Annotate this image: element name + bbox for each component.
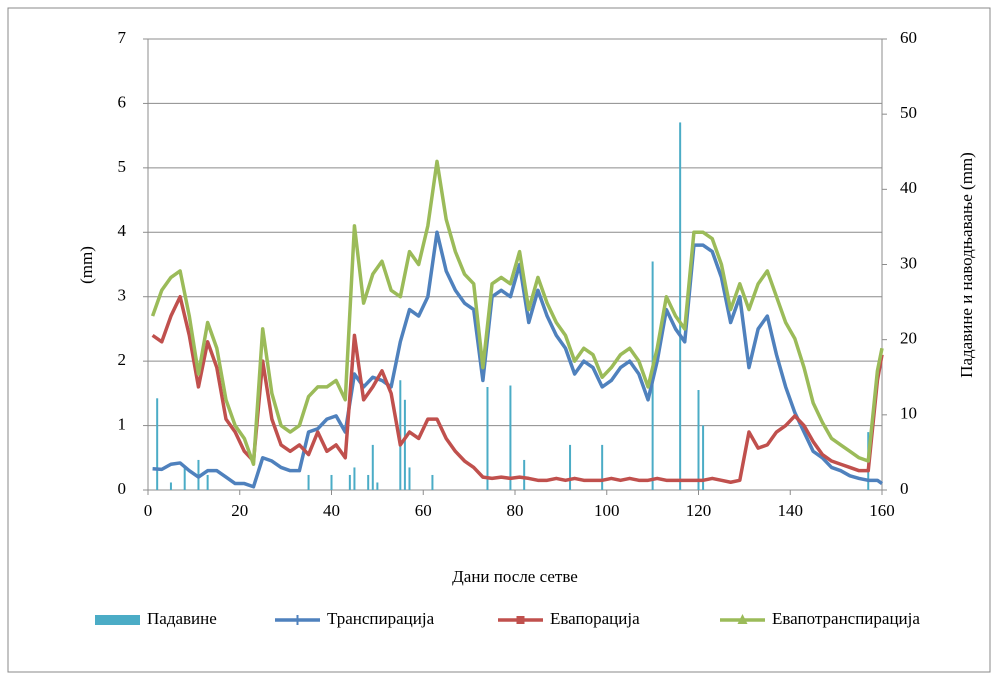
y-tick-label: 3 — [118, 286, 127, 305]
series-line — [150, 159, 884, 466]
bar — [679, 122, 682, 490]
x-tick-label: 160 — [869, 501, 895, 520]
bar — [509, 385, 512, 490]
bar — [697, 390, 700, 490]
bar — [523, 459, 526, 490]
bar — [403, 399, 406, 490]
legend-marker — [737, 614, 748, 624]
bar — [408, 467, 411, 490]
y-tick-label: 0 — [118, 479, 127, 498]
bar — [486, 387, 489, 490]
bar — [601, 444, 604, 490]
x-tick-label: 0 — [144, 501, 153, 520]
x-tick-label: 100 — [594, 501, 620, 520]
x-tick-label: 80 — [507, 501, 524, 520]
bar — [702, 425, 705, 490]
x-axis-title: Дани после сетве — [452, 567, 578, 586]
bar — [353, 467, 356, 490]
y2-tick-label: 30 — [900, 253, 917, 272]
series-line — [152, 230, 884, 489]
y-tick-label: 4 — [118, 221, 127, 240]
bar — [348, 474, 351, 490]
x-tick-label: 140 — [778, 501, 804, 520]
bar — [371, 444, 374, 490]
y2-tick-label: 60 — [900, 28, 917, 47]
legend-label: Евапорација — [550, 609, 640, 628]
y-tick-label: 7 — [118, 28, 127, 47]
y-tick-label: 6 — [118, 92, 127, 111]
bar — [197, 459, 200, 490]
chart-border — [7, 7, 991, 673]
legend-label: Евапотранспирација — [772, 609, 920, 628]
bar — [307, 474, 310, 490]
bar — [156, 398, 159, 490]
bar — [330, 474, 333, 490]
bar — [206, 474, 209, 490]
y2-tick-label: 50 — [900, 103, 917, 122]
y2-tick-label: 20 — [900, 329, 917, 348]
y-tick-label: 2 — [118, 350, 127, 369]
y-tick-label: 5 — [118, 157, 127, 176]
y2-tick-label: 10 — [900, 404, 917, 423]
x-tick-label: 20 — [231, 501, 248, 520]
bar — [569, 444, 572, 490]
y2-tick-label: 0 — [900, 479, 909, 498]
x-tick-label: 120 — [686, 501, 712, 520]
legend-label: Падавине — [147, 609, 217, 628]
x-tick-label: 40 — [323, 501, 340, 520]
bar — [169, 482, 172, 490]
bar — [183, 467, 186, 490]
bar — [367, 474, 370, 490]
y2-axis-title: Падавине и наводњавање (mm) — [957, 152, 976, 378]
legend-swatch — [95, 615, 140, 625]
legend-label: Транспирација — [327, 609, 435, 628]
y2-tick-label: 40 — [900, 178, 917, 197]
series-line — [151, 294, 884, 485]
x-tick-label: 60 — [415, 501, 432, 520]
y-axis-title: (mm) — [77, 246, 96, 284]
y-tick-label: 1 — [118, 414, 127, 433]
bar — [376, 482, 379, 490]
legend-marker — [292, 615, 303, 625]
legend-marker — [516, 616, 525, 624]
bar — [431, 474, 434, 490]
